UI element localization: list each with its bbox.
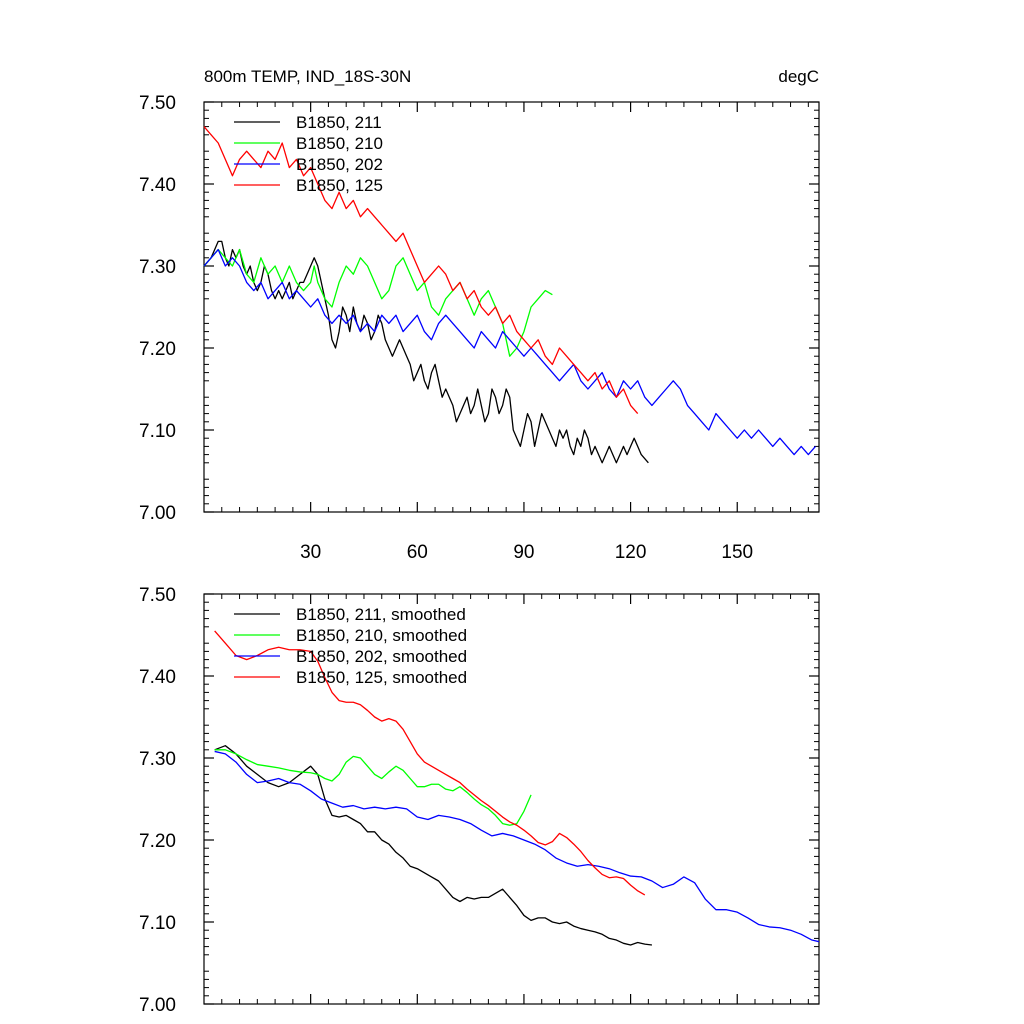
- legend-label: B1850, 210: [296, 134, 383, 153]
- y-tick-label: 7.10: [139, 913, 176, 934]
- y-tick-label: 7.10: [139, 421, 176, 442]
- series-line-4: [214, 630, 646, 896]
- series-line-4: [203, 126, 639, 415]
- panel-1: 30 60 90 120 150 7.00 7.10 7.20 7.30 7.40 7.50 800m…: [139, 67, 820, 563]
- series-line-1: [214, 745, 652, 946]
- legend-label: B1850, 125, smoothed: [296, 668, 467, 687]
- panel-2: 7.00 7.10 7.20 7.30 7.40 7.50 B1850, 211, smoo…: [139, 585, 820, 1016]
- chart-title: 800m TEMP, IND_18S-30N: [204, 67, 411, 86]
- plot-frame: [203, 593, 820, 1005]
- series-lines: [214, 630, 820, 946]
- legend-label: B1850, 211: [296, 113, 382, 132]
- legend-label: B1850, 202, smoothed: [296, 647, 467, 666]
- series-line-2: [214, 749, 532, 826]
- x-tick-label: 90: [513, 542, 534, 563]
- legend-label: B1850, 125: [296, 176, 383, 195]
- y-tick-label: 7.00: [139, 503, 176, 524]
- y-tick-label: 7.20: [139, 339, 176, 360]
- legend: B1850, 211 B1850, 210 B1850, 202 B1850, 125: [234, 113, 383, 195]
- y-tick-label: 7.50: [139, 585, 176, 606]
- legend-label: B1850, 211, smoothed: [296, 605, 466, 624]
- x-tick-label: 120: [615, 542, 647, 563]
- y-tick-label: 7.50: [139, 93, 176, 114]
- series-line-3: [203, 248, 816, 456]
- y-tick-label: 7.30: [139, 749, 176, 770]
- y-tick-label: 7.40: [139, 175, 176, 196]
- series-line-2: [203, 248, 553, 357]
- x-tick-label: 150: [721, 542, 753, 563]
- series-line-1: [203, 240, 649, 464]
- x-tick-label: 60: [407, 542, 428, 563]
- series-lines: [203, 126, 816, 464]
- legend-label: B1850, 210, smoothed: [296, 626, 467, 645]
- chart-units: degC: [778, 67, 819, 86]
- y-tick-label: 7.00: [139, 995, 176, 1016]
- legend-label: B1850, 202: [296, 155, 383, 174]
- y-tick-label: 7.40: [139, 667, 176, 688]
- y-tick-label: 7.30: [139, 257, 176, 278]
- plot-frame: [203, 101, 820, 513]
- legend: B1850, 211, smoothed B1850, 210, smoothed…: [234, 605, 467, 687]
- y-tick-label: 7.20: [139, 831, 176, 852]
- series-line-3: [214, 750, 820, 943]
- x-tick-label: 30: [300, 542, 321, 563]
